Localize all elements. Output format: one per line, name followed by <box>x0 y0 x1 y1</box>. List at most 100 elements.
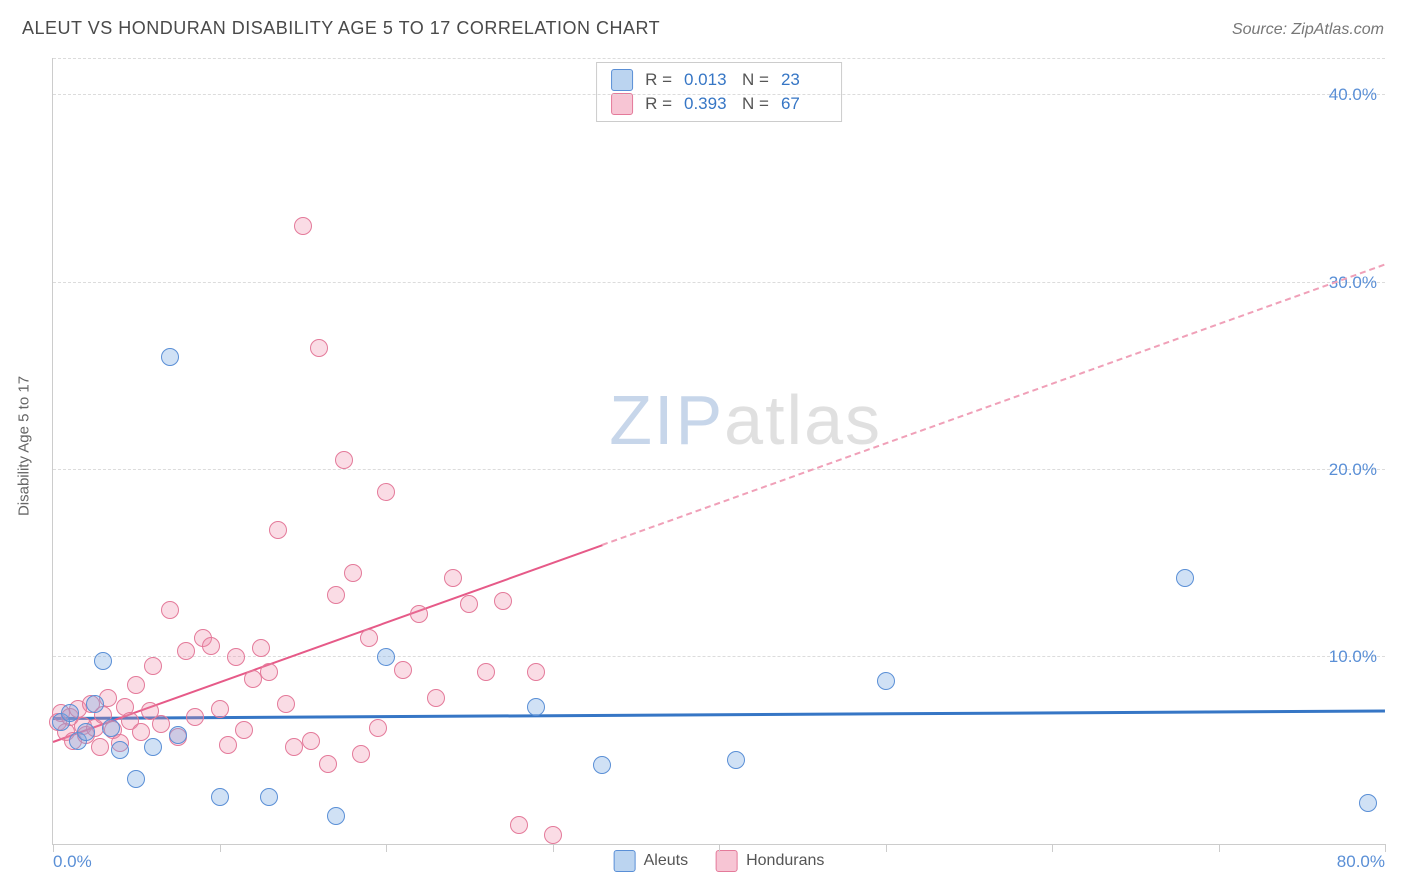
data-point-pink <box>510 816 528 834</box>
gridline <box>53 282 1385 283</box>
data-point-blue <box>61 704 79 722</box>
legend-label-hondurans: Hondurans <box>746 852 824 870</box>
x-tick <box>1219 844 1220 852</box>
data-point-blue <box>377 648 395 666</box>
data-point-pink <box>335 451 353 469</box>
data-point-pink <box>427 689 445 707</box>
stat-r-hondurans: 0.393 <box>684 94 730 114</box>
stat-r-label: R = <box>645 70 672 90</box>
data-point-pink <box>302 732 320 750</box>
legend-item-hondurans: Hondurans <box>716 850 824 872</box>
y-tick-label: 40.0% <box>1329 85 1377 105</box>
data-point-pink <box>410 605 428 623</box>
data-point-pink <box>244 670 262 688</box>
data-point-blue <box>127 770 145 788</box>
gridline <box>53 58 1385 59</box>
watermark: ZIPatlas <box>609 380 882 460</box>
data-point-blue <box>877 672 895 690</box>
y-axis-label: Disability Age 5 to 17 <box>16 346 33 546</box>
data-point-pink <box>394 661 412 679</box>
data-point-pink <box>544 826 562 844</box>
data-point-pink <box>494 592 512 610</box>
data-point-blue <box>169 726 187 744</box>
watermark-atlas: atlas <box>724 381 882 459</box>
data-point-blue <box>111 741 129 759</box>
data-point-blue <box>211 788 229 806</box>
stat-n-label: N = <box>742 94 769 114</box>
chart-plot-area: ZIPatlas R = 0.013 N = 23 R = 0.393 N = … <box>52 58 1385 845</box>
data-point-blue <box>102 719 120 737</box>
swatch-pink-icon <box>611 93 633 115</box>
data-point-pink <box>344 564 362 582</box>
data-point-pink <box>127 676 145 694</box>
data-point-pink <box>310 339 328 357</box>
stats-row-hondurans: R = 0.393 N = 67 <box>611 93 827 115</box>
swatch-blue-icon <box>614 850 636 872</box>
data-point-pink <box>377 483 395 501</box>
data-point-blue <box>94 652 112 670</box>
data-point-pink <box>327 586 345 604</box>
data-point-pink <box>91 738 109 756</box>
data-point-blue <box>86 695 104 713</box>
legend: Aleuts Hondurans <box>614 850 825 872</box>
x-tick <box>886 844 887 852</box>
stats-box: R = 0.013 N = 23 R = 0.393 N = 67 <box>596 62 842 122</box>
data-point-pink <box>186 708 204 726</box>
data-point-pink <box>211 700 229 718</box>
data-point-pink <box>161 601 179 619</box>
legend-label-aleuts: Aleuts <box>644 852 688 870</box>
stat-r-aleuts: 0.013 <box>684 70 730 90</box>
data-point-blue <box>593 756 611 774</box>
data-point-pink <box>352 745 370 763</box>
stat-n-label: N = <box>742 70 769 90</box>
swatch-blue-icon <box>611 69 633 91</box>
x-tick <box>220 844 221 852</box>
data-point-pink <box>202 637 220 655</box>
data-point-pink <box>319 755 337 773</box>
data-point-blue <box>327 807 345 825</box>
data-point-pink <box>235 721 253 739</box>
data-point-pink <box>177 642 195 660</box>
data-point-pink <box>369 719 387 737</box>
data-point-pink <box>144 657 162 675</box>
data-point-pink <box>444 569 462 587</box>
gridline <box>53 656 1385 657</box>
data-point-blue <box>727 751 745 769</box>
data-point-pink <box>269 521 287 539</box>
data-point-blue <box>144 738 162 756</box>
data-point-pink <box>260 663 278 681</box>
stat-n-aleuts: 23 <box>781 70 827 90</box>
x-tick-label: 0.0% <box>53 852 92 872</box>
x-tick <box>1385 844 1386 852</box>
trend-line <box>53 709 1385 719</box>
source-label: Source: ZipAtlas.com <box>1232 21 1384 39</box>
watermark-zip: ZIP <box>609 381 724 459</box>
x-tick <box>386 844 387 852</box>
data-point-pink <box>294 217 312 235</box>
data-point-blue <box>1359 794 1377 812</box>
data-point-blue <box>527 698 545 716</box>
x-tick-label: 80.0% <box>1337 852 1385 872</box>
data-point-pink <box>227 648 245 666</box>
data-point-pink <box>219 736 237 754</box>
x-tick <box>719 844 720 852</box>
x-tick <box>553 844 554 852</box>
data-point-pink <box>460 595 478 613</box>
y-tick-label: 10.0% <box>1329 647 1377 667</box>
data-point-blue <box>260 788 278 806</box>
gridline <box>53 469 1385 470</box>
y-tick-label: 20.0% <box>1329 460 1377 480</box>
stat-r-label: R = <box>645 94 672 114</box>
stat-n-hondurans: 67 <box>781 94 827 114</box>
x-tick <box>53 844 54 852</box>
data-point-pink <box>277 695 295 713</box>
swatch-pink-icon <box>716 850 738 872</box>
data-point-pink <box>152 715 170 733</box>
data-point-blue <box>1176 569 1194 587</box>
x-tick <box>1052 844 1053 852</box>
data-point-pink <box>252 639 270 657</box>
stats-row-aleuts: R = 0.013 N = 23 <box>611 69 827 91</box>
legend-item-aleuts: Aleuts <box>614 850 688 872</box>
data-point-pink <box>360 629 378 647</box>
trend-line <box>602 264 1385 546</box>
